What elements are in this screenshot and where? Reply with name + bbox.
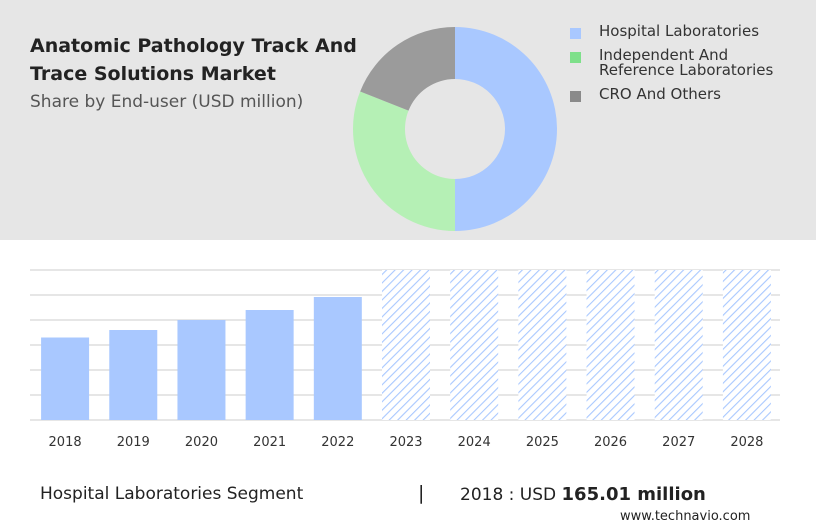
x-tick-label: 2024 bbox=[458, 435, 491, 450]
site-url: www.technavio.com bbox=[620, 509, 751, 524]
footer-value: 2018 : USD 165.01 million bbox=[460, 484, 706, 505]
legend-label-line: CRO And Others bbox=[599, 85, 721, 103]
donut-slice-0 bbox=[455, 27, 557, 231]
forecast-bar bbox=[722, 270, 771, 420]
x-tick-label: 2025 bbox=[526, 435, 559, 450]
x-tick-label: 2018 bbox=[49, 435, 82, 450]
legend-item: CRO And Others bbox=[570, 87, 810, 102]
bar bbox=[109, 330, 158, 420]
legend-item: Hospital Laboratories bbox=[570, 24, 810, 39]
forecast-bar bbox=[518, 270, 567, 420]
x-tick-label: 2020 bbox=[185, 435, 218, 450]
legend-label: Independent And Reference Laboratories bbox=[599, 48, 773, 78]
chart-subtitle: Share by End-user (USD million) bbox=[30, 92, 304, 112]
donut-chart bbox=[353, 27, 557, 231]
bar bbox=[41, 337, 90, 420]
legend: Hospital Laboratories Independent And Refe… bbox=[570, 24, 810, 111]
x-tick-label: 2021 bbox=[253, 435, 286, 450]
footer-value-bold: 165.01 million bbox=[561, 484, 706, 505]
title-line-1: Anatomic Pathology Track And bbox=[30, 35, 357, 57]
forecast-bar bbox=[586, 270, 635, 420]
legend-swatch bbox=[570, 52, 581, 63]
x-tick-label: 2026 bbox=[594, 435, 627, 450]
forecast-bar bbox=[654, 270, 703, 420]
forecast-bar bbox=[450, 270, 499, 420]
footer-value-prefix: 2018 : USD bbox=[460, 485, 562, 505]
forecast-bar bbox=[382, 270, 430, 420]
footer-segment: Hospital Laboratories Segment bbox=[40, 484, 304, 504]
legend-label: Hospital Laboratories bbox=[599, 24, 759, 39]
legend-label-line: Hospital Laboratories bbox=[599, 22, 760, 40]
legend-label-line: Independent And bbox=[599, 46, 729, 64]
legend-swatch bbox=[570, 28, 581, 39]
x-tick-label: 2022 bbox=[321, 435, 354, 450]
footer-separator: | bbox=[418, 482, 425, 504]
x-tick-label: 2023 bbox=[389, 435, 422, 450]
bar-chart: 2018 2019 2020 2021 2022 2023 2024 2025 2026 2027… bbox=[30, 269, 780, 450]
title-line-2: Trace Solutions Market bbox=[30, 63, 276, 85]
bar bbox=[177, 320, 226, 420]
legend-label-line: Reference Laboratories bbox=[599, 61, 774, 79]
legend-swatch bbox=[570, 91, 581, 102]
x-tick-label: 2028 bbox=[730, 435, 763, 450]
legend-label: CRO And Others bbox=[599, 87, 721, 102]
bar bbox=[313, 297, 362, 420]
legend-item: Independent And Reference Laboratories bbox=[570, 48, 810, 78]
donut-slice-2 bbox=[360, 27, 455, 111]
chart-title: Anatomic Pathology Track And Trace Solut… bbox=[30, 32, 360, 88]
x-tick-label: 2027 bbox=[662, 435, 695, 450]
donut-slice-1 bbox=[353, 91, 455, 231]
x-tick-label: 2019 bbox=[117, 435, 150, 450]
bar bbox=[245, 310, 294, 420]
